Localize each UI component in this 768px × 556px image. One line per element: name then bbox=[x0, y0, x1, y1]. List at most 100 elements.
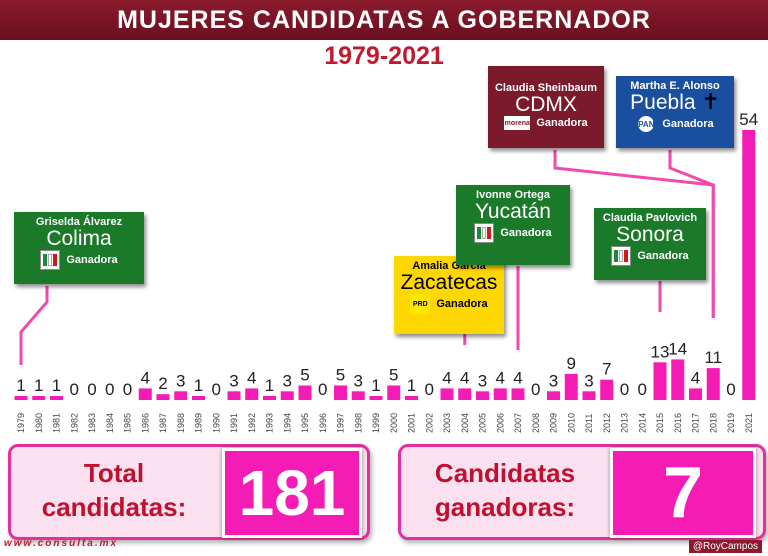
value-label-1997: 5 bbox=[336, 366, 345, 385]
winner-name: Griselda Álvarez bbox=[35, 216, 123, 228]
year-label-2018: 2018 bbox=[708, 413, 718, 433]
value-label-1989: 1 bbox=[194, 376, 203, 395]
bar-1993 bbox=[263, 396, 276, 400]
year-label-2000: 2000 bbox=[389, 413, 399, 433]
year-label-1996: 1996 bbox=[318, 413, 328, 433]
footer-handle[interactable]: @RoyCampos bbox=[688, 540, 762, 553]
year-label-2010: 2010 bbox=[566, 413, 576, 433]
bar-2000 bbox=[387, 385, 401, 400]
year-label-2005: 2005 bbox=[478, 413, 488, 433]
value-label-2009: 3 bbox=[549, 371, 558, 390]
bar-1999 bbox=[369, 396, 383, 400]
bar-2004 bbox=[458, 388, 472, 400]
value-label-2016: 14 bbox=[668, 339, 687, 358]
value-label-1981: 1 bbox=[52, 376, 61, 395]
winner-state: Yucatán bbox=[475, 200, 551, 223]
winners-count-label: Candidatas ganadoras: bbox=[434, 458, 576, 522]
year-label-1992: 1992 bbox=[247, 413, 257, 433]
year-label-1995: 1995 bbox=[300, 413, 310, 433]
bar-2021 bbox=[742, 130, 756, 400]
bar-1994 bbox=[280, 391, 294, 400]
year-label-1986: 1986 bbox=[140, 413, 150, 433]
pri-logo-icon bbox=[611, 246, 632, 266]
value-label-2002: 0 bbox=[425, 380, 434, 399]
bar-1988 bbox=[174, 391, 188, 400]
value-label-1995: 5 bbox=[300, 366, 309, 385]
value-label-1999: 1 bbox=[371, 376, 380, 395]
winner-box-puebla: Martha E. Alonso Puebla ✝ PAN Ganadora bbox=[616, 76, 734, 148]
value-label-1992: 4 bbox=[247, 368, 256, 387]
year-label-1990: 1990 bbox=[211, 413, 221, 433]
winner-name: Claudia Pavlovich bbox=[602, 212, 698, 224]
winner-state: CDMX bbox=[515, 93, 577, 116]
year-label-2013: 2013 bbox=[620, 413, 630, 433]
year-label-1983: 1983 bbox=[87, 413, 97, 433]
bar-2017 bbox=[689, 388, 702, 400]
mourning-ribbon-icon: ✝ bbox=[701, 89, 720, 114]
year-label-2021: 2021 bbox=[744, 413, 754, 433]
year-label-2011: 2011 bbox=[584, 414, 594, 433]
winner-box-zacatecas: Amalia García Zacatecas PRD Ganadora bbox=[394, 256, 504, 334]
total-candidates-value: 181 bbox=[222, 448, 362, 538]
bar-1992 bbox=[245, 388, 259, 400]
winner-state: Puebla bbox=[630, 91, 696, 114]
value-label-2010: 9 bbox=[567, 354, 576, 373]
footer-website[interactable]: www.consulta.mx bbox=[4, 538, 119, 549]
value-label-1990: 0 bbox=[212, 380, 221, 399]
year-label-2016: 2016 bbox=[673, 413, 683, 433]
value-label-1980: 1 bbox=[34, 376, 43, 395]
bar-1981 bbox=[50, 396, 63, 400]
pan-logo-icon: PAN bbox=[636, 114, 657, 134]
bar-1997 bbox=[334, 385, 347, 400]
value-label-2021: 54 bbox=[739, 110, 758, 129]
year-label-1994: 1994 bbox=[282, 413, 292, 433]
year-label-1981: 1981 bbox=[52, 413, 62, 433]
value-label-1998: 3 bbox=[354, 371, 363, 390]
winner-state: Colima bbox=[46, 227, 112, 250]
year-label-1997: 1997 bbox=[336, 413, 346, 433]
winner-name: Martha E. Alonso bbox=[630, 80, 720, 92]
value-label-2014: 0 bbox=[638, 380, 647, 399]
value-label-2003: 4 bbox=[442, 368, 451, 387]
winner-status: Ganadora bbox=[662, 118, 714, 130]
value-label-2011: 3 bbox=[584, 371, 593, 390]
value-label-1996: 0 bbox=[318, 380, 327, 399]
value-label-1985: 0 bbox=[123, 380, 132, 399]
winner-status: Ganadora bbox=[66, 254, 118, 266]
value-label-1988: 3 bbox=[176, 371, 185, 390]
winner-box-cdmx: Claudia Sheinbaum CDMX morena Ganadora bbox=[488, 66, 604, 148]
year-label-2019: 2019 bbox=[726, 413, 736, 433]
value-label-2007: 4 bbox=[513, 368, 522, 387]
value-label-1983: 0 bbox=[87, 380, 96, 399]
value-label-2018: 11 bbox=[704, 348, 722, 367]
value-label-1979: 1 bbox=[16, 376, 25, 395]
year-label-1993: 1993 bbox=[265, 413, 275, 433]
year-label-1985: 1985 bbox=[123, 413, 133, 433]
bar-1998 bbox=[351, 391, 365, 400]
year-label-1984: 1984 bbox=[105, 413, 115, 433]
year-label-2008: 2008 bbox=[531, 413, 541, 433]
winner-box-yucatan: Ivonne Ortega Yucatán Ganadora bbox=[456, 185, 570, 265]
year-label-1999: 1999 bbox=[371, 413, 381, 433]
winner-name: Claudia Sheinbaum bbox=[494, 82, 598, 94]
value-label-1982: 0 bbox=[70, 380, 79, 399]
value-label-1984: 0 bbox=[105, 380, 114, 399]
bar-2016 bbox=[671, 359, 685, 400]
bar-1987 bbox=[156, 394, 170, 400]
bar-2007 bbox=[511, 388, 525, 400]
bar-2009 bbox=[547, 391, 560, 400]
winner-status: Ganadora bbox=[536, 117, 588, 129]
value-label-2000: 5 bbox=[389, 366, 398, 385]
year-label-2017: 2017 bbox=[691, 413, 701, 433]
year-label-1998: 1998 bbox=[353, 413, 363, 433]
pri-logo-icon bbox=[474, 223, 495, 243]
value-label-2004: 4 bbox=[460, 368, 469, 387]
winner-state: Zacatecas bbox=[400, 271, 498, 294]
year-label-2003: 2003 bbox=[442, 413, 452, 433]
value-label-1986: 4 bbox=[141, 368, 150, 387]
bar-1995 bbox=[298, 385, 312, 400]
bar-1991 bbox=[227, 391, 241, 400]
bar-2012 bbox=[600, 379, 614, 400]
connector-colima bbox=[19, 286, 49, 365]
